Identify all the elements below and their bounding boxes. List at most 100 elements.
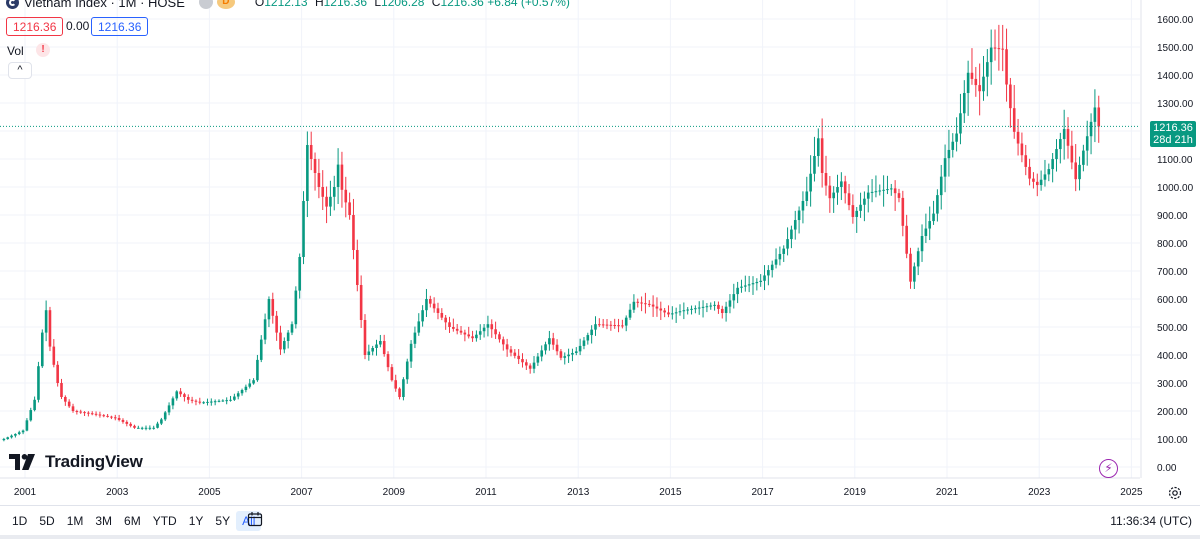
candle-body [44, 310, 48, 333]
candle [148, 425, 152, 431]
utc-clock[interactable]: 11:36:34 (UTC) [1110, 514, 1192, 528]
sell-price-box[interactable]: 1216.36 [6, 17, 64, 36]
candle [621, 319, 624, 329]
candle [740, 279, 743, 293]
candle-body [160, 419, 163, 424]
candle [1078, 156, 1081, 191]
candle-body [259, 339, 263, 360]
candle-body [517, 355, 520, 360]
candle-body [279, 332, 282, 350]
warning-icon[interactable]: ! [36, 43, 50, 57]
candle-body [344, 189, 348, 203]
candle [125, 420, 129, 427]
candle-body [48, 310, 52, 347]
candle-body [1039, 179, 1043, 186]
candle [916, 247, 920, 276]
data-delay-badge[interactable]: D [216, 0, 235, 9]
candle-body [982, 76, 985, 92]
candle [1043, 159, 1047, 187]
candle-body [386, 354, 390, 368]
price-chart[interactable]: 1600.001500.001400.001300.001200.001100.… [0, 0, 1200, 505]
candle-body [194, 400, 198, 402]
calendar-goto-icon[interactable] [247, 511, 263, 527]
lightning-icon[interactable]: ⚡ [1099, 459, 1118, 478]
candle [870, 179, 874, 203]
range-button-1m[interactable]: 1M [66, 514, 84, 528]
candle-body [817, 138, 820, 157]
candle-body [440, 313, 444, 318]
candle [932, 200, 935, 225]
buy-price-box[interactable]: 1216.36 [91, 17, 149, 36]
candle [171, 396, 175, 410]
candle [40, 329, 44, 368]
candle [594, 316, 597, 336]
candle-body [701, 306, 705, 308]
range-button-1d[interactable]: 1D [12, 514, 28, 528]
symbol-title[interactable]: Vietnam Index · 1M · HOSE [24, 0, 185, 10]
candle [6, 436, 10, 440]
range-button-6m[interactable]: 6M [124, 514, 141, 528]
candle-body [751, 283, 755, 285]
settings-gear-icon[interactable] [1167, 485, 1183, 501]
market-status-icon[interactable] [198, 0, 213, 9]
candle-body [947, 149, 951, 159]
candle [79, 409, 83, 414]
candle-body [21, 430, 25, 433]
range-button-3m[interactable]: 3M [95, 514, 113, 528]
candle-body [113, 417, 117, 419]
candle [463, 329, 467, 342]
candle [436, 302, 440, 320]
candle [163, 410, 167, 422]
candle-body [624, 317, 628, 326]
candle [578, 338, 582, 356]
candle [486, 315, 490, 337]
candle-body [1059, 139, 1062, 150]
candle [928, 206, 932, 241]
candle-body [859, 204, 862, 211]
candle-body [356, 250, 359, 285]
candle [398, 387, 401, 400]
candle-body [840, 181, 843, 187]
tradingview-logo-icon [9, 454, 35, 470]
candle [210, 398, 213, 406]
range-button-5d[interactable]: 5D [39, 514, 55, 528]
candle [379, 334, 382, 348]
x-tick-label: 2001 [14, 487, 37, 498]
candle-body [555, 344, 559, 352]
candle [206, 398, 209, 406]
candle [1035, 173, 1039, 197]
high-value: 1216.36 [323, 0, 368, 9]
candle-body [309, 145, 313, 159]
candle [1051, 152, 1054, 183]
range-button-5y[interactable]: 5Y [215, 514, 231, 528]
volume-label[interactable]: Vol [7, 44, 24, 58]
candle-body [405, 361, 409, 380]
candle [793, 210, 797, 240]
candle-body [866, 192, 870, 199]
candle [678, 304, 682, 316]
candle [563, 352, 567, 365]
candle [974, 66, 978, 97]
candle-body [609, 324, 613, 326]
range-button-1y[interactable]: 1Y [188, 514, 204, 528]
candle-body [236, 393, 240, 397]
candle [202, 401, 205, 405]
collapse-indicators-button[interactable]: ^ [8, 62, 32, 79]
candle-body [613, 325, 616, 326]
candle-body [882, 189, 885, 191]
candle [851, 194, 855, 224]
tradingview-logo[interactable]: TradingView [9, 452, 143, 472]
candle [828, 175, 832, 213]
candle [959, 93, 962, 145]
candle-body [240, 390, 244, 394]
candle-body [913, 266, 916, 282]
range-button-ytd[interactable]: YTD [152, 514, 177, 528]
candle-body [475, 334, 478, 339]
candle [160, 417, 163, 426]
candle [252, 378, 255, 385]
candle-body [75, 411, 79, 412]
candle-body [436, 308, 440, 313]
candle-body [644, 303, 647, 305]
candle [94, 411, 98, 417]
candle [102, 414, 106, 418]
